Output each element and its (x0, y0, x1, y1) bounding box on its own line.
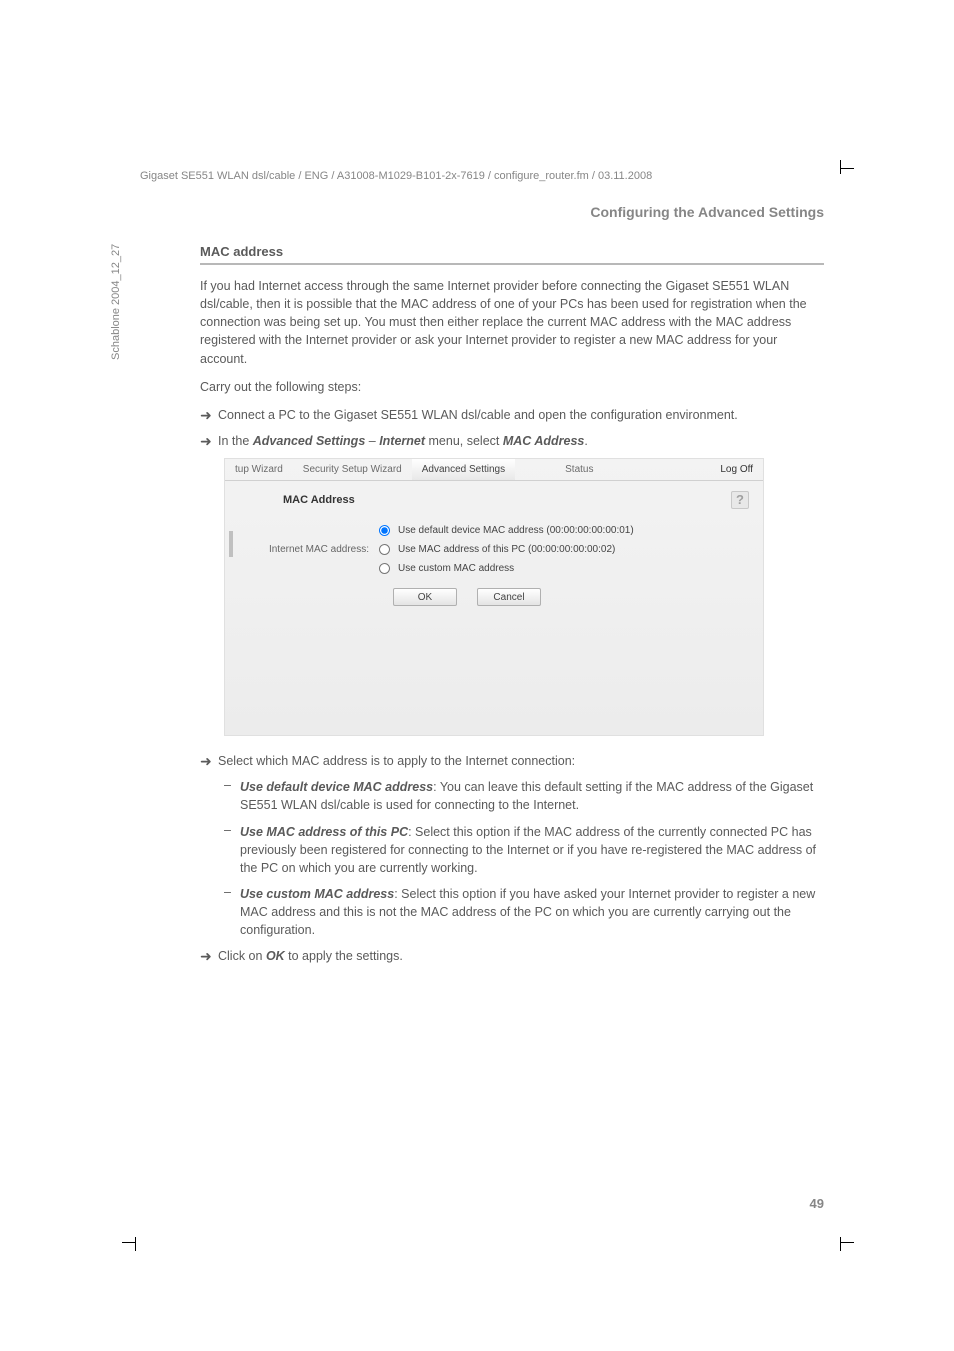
bullet-custom-mac: – Use custom MAC address: Select this op… (224, 885, 824, 939)
tab-status[interactable]: Status (555, 459, 603, 480)
side-template-label: Schablone 2004_12_27 (110, 244, 122, 360)
bullet-default-mac: – Use default device MAC address: You ca… (224, 778, 824, 814)
ok-label: OK (266, 949, 285, 963)
radio-custom-mac-input[interactable] (379, 563, 390, 574)
content-area: MAC address If you had Internet access t… (200, 244, 824, 974)
text-fragment: . (584, 434, 587, 448)
button-row: OK Cancel (393, 588, 749, 606)
radio-pc-mac-input[interactable] (379, 544, 390, 555)
step-connect: ➜ Connect a PC to the Gigaset SE551 WLAN… (200, 406, 824, 424)
radio-default-mac[interactable]: Use default device MAC address (00:00:00… (379, 525, 634, 536)
crop-mark (840, 1242, 854, 1243)
menu-mac: MAC Address (503, 434, 585, 448)
screenshot-title-row: MAC Address ? (225, 481, 763, 517)
crop-mark (840, 160, 841, 174)
mac-address-row: Internet MAC address: Use default device… (239, 525, 749, 574)
page-number: 49 (810, 1196, 824, 1211)
cancel-button[interactable]: Cancel (477, 588, 541, 606)
arrow-icon: ➜ (200, 752, 218, 770)
tab-setup-wizard[interactable]: tup Wizard (225, 459, 293, 480)
crop-mark (135, 1237, 136, 1251)
section-title: MAC address (200, 244, 824, 265)
text-fragment: In the (218, 434, 253, 448)
arrow-icon: ➜ (200, 406, 218, 424)
text-fragment: – (365, 434, 379, 448)
screenshot-body: Internet MAC address: Use default device… (225, 517, 763, 606)
help-icon[interactable]: ? (731, 491, 749, 509)
tab-advanced-settings[interactable]: Advanced Settings (412, 459, 515, 480)
carry-out-label: Carry out the following steps: (200, 378, 824, 396)
internet-mac-label: Internet MAC address: (239, 544, 379, 555)
radio-pc-mac[interactable]: Use MAC address of this PC (00:00:00:00:… (379, 544, 634, 555)
tab-security-wizard[interactable]: Security Setup Wizard (293, 459, 412, 480)
radio-custom-mac[interactable]: Use custom MAC address (379, 563, 634, 574)
step-text: Connect a PC to the Gigaset SE551 WLAN d… (218, 406, 738, 424)
step-text: Click on OK to apply the settings. (218, 947, 403, 965)
text-fragment: menu, select (425, 434, 503, 448)
text-fragment: Click on (218, 949, 266, 963)
step-select-which: ➜ Select which MAC address is to apply t… (200, 752, 824, 770)
menu-internet: Internet (379, 434, 425, 448)
sidebar-marker (229, 531, 233, 557)
bullet-bold: Use MAC address of this PC (240, 825, 408, 839)
bullet-text: Use custom MAC address: Select this opti… (240, 885, 824, 939)
step-menu: ➜ In the Advanced Settings – Internet me… (200, 432, 824, 450)
arrow-icon: ➜ (200, 947, 218, 965)
bullet-bold: Use custom MAC address (240, 887, 394, 901)
step-click-ok: ➜ Click on OK to apply the settings. (200, 947, 824, 965)
text-fragment: to apply the settings. (285, 949, 403, 963)
radio-label: Use custom MAC address (398, 563, 514, 574)
crop-mark (840, 168, 854, 169)
router-ui-screenshot: tup Wizard Security Setup Wizard Advance… (224, 458, 764, 736)
bullet-text: Use default device MAC address: You can … (240, 778, 824, 814)
header-path: Gigaset SE551 WLAN dsl/cable / ENG / A31… (140, 170, 652, 182)
logoff-link[interactable]: Log Off (720, 464, 763, 475)
ok-button[interactable]: OK (393, 588, 457, 606)
page-title: Configuring the Advanced Settings (590, 204, 824, 220)
step-text: In the Advanced Settings – Internet menu… (218, 432, 588, 450)
radio-group: Use default device MAC address (00:00:00… (379, 525, 634, 574)
bullet-bold: Use default device MAC address (240, 780, 433, 794)
dash-icon: – (224, 885, 240, 899)
radio-default-mac-input[interactable] (379, 525, 390, 536)
dash-icon: – (224, 823, 240, 837)
radio-label: Use MAC address of this PC (00:00:00:00:… (398, 544, 615, 555)
dash-icon: – (224, 778, 240, 792)
menu-advanced: Advanced Settings (253, 434, 366, 448)
step-text: Select which MAC address is to apply to … (218, 752, 575, 770)
intro-paragraph: If you had Internet access through the s… (200, 277, 824, 368)
crop-mark (840, 1237, 841, 1251)
arrow-icon: ➜ (200, 432, 218, 450)
crop-mark (122, 1242, 136, 1243)
bullet-pc-mac: – Use MAC address of this PC: Select thi… (224, 823, 824, 877)
screenshot-title: MAC Address (283, 494, 355, 506)
radio-label: Use default device MAC address (00:00:00… (398, 525, 634, 536)
bullet-text: Use MAC address of this PC: Select this … (240, 823, 824, 877)
tab-bar: tup Wizard Security Setup Wizard Advance… (225, 459, 763, 481)
